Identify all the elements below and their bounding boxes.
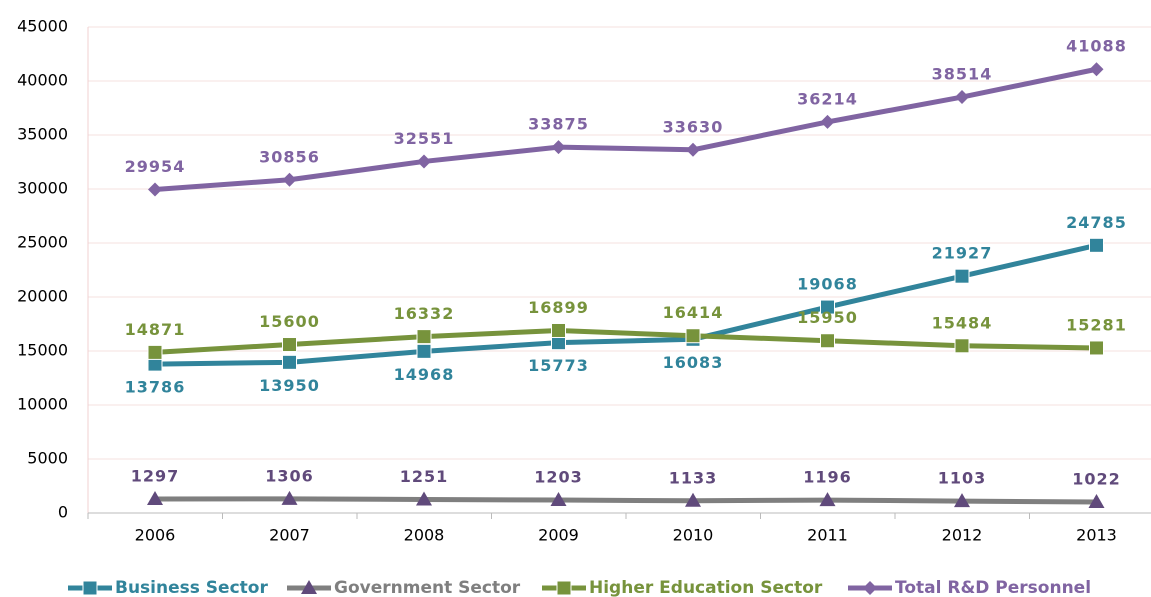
data-label: 1203 <box>534 468 583 487</box>
point-marker <box>282 172 297 187</box>
point-marker <box>1089 62 1104 77</box>
legend-marker <box>556 580 572 596</box>
legend-label: Total R&D Personnel <box>895 578 1091 597</box>
series-line <box>154 327 1097 355</box>
data-label: 16083 <box>663 353 724 372</box>
y-tick-label: 45000 <box>17 17 68 36</box>
data-label: 21927 <box>932 244 993 263</box>
legend-label: Higher Education Sector <box>589 578 823 597</box>
data-label: 32551 <box>394 129 455 148</box>
data-label: 1251 <box>400 467 449 486</box>
point-marker <box>148 182 162 197</box>
data-label: 15484 <box>932 313 993 332</box>
data-label: 13950 <box>259 376 320 395</box>
point-marker <box>954 338 970 354</box>
data-label: 16332 <box>394 304 455 323</box>
point-marker <box>819 492 836 507</box>
point-marker <box>551 140 566 155</box>
data-label: 33875 <box>528 115 589 134</box>
x-tick-label: 2012 <box>942 526 983 545</box>
data-label: 1306 <box>265 466 314 485</box>
data-label: 14968 <box>394 365 455 384</box>
x-tick-label: 2007 <box>269 526 310 545</box>
point-marker <box>954 493 970 508</box>
data-label: 19068 <box>797 275 858 294</box>
y-tick-label: 35000 <box>17 125 68 144</box>
legend-label: Business Sector <box>115 578 268 597</box>
point-marker <box>1088 493 1105 508</box>
point-marker <box>820 333 835 349</box>
series-line <box>154 66 1098 192</box>
legend-label: Government Sector <box>334 578 521 597</box>
x-tick-label: 2008 <box>404 526 445 545</box>
point-marker <box>416 329 432 345</box>
point-marker <box>282 354 297 370</box>
data-label: 38514 <box>932 65 993 84</box>
point-marker <box>954 268 970 284</box>
data-label: 14871 <box>125 320 186 339</box>
data-label: 16414 <box>663 303 724 322</box>
data-label: 36214 <box>797 89 858 108</box>
point-marker <box>417 154 431 169</box>
x-tick-label: 2010 <box>673 526 714 545</box>
series-line <box>154 242 1098 367</box>
point-marker <box>416 491 432 506</box>
y-tick-label: 40000 <box>17 71 68 90</box>
data-label: 1133 <box>669 468 718 487</box>
point-marker <box>1089 237 1104 253</box>
x-tick-label: 2009 <box>538 526 579 545</box>
point-marker <box>147 490 163 505</box>
data-label: 13786 <box>125 378 186 397</box>
point-marker <box>416 343 432 359</box>
data-label: 1022 <box>1072 469 1121 488</box>
y-tick-label: 15000 <box>17 341 68 360</box>
point-marker <box>1089 340 1104 356</box>
x-tick-label: 2013 <box>1076 526 1117 545</box>
data-label: 33630 <box>663 117 724 136</box>
data-label: 29954 <box>125 157 186 176</box>
data-label: 24785 <box>1066 213 1127 232</box>
legend-marker <box>301 580 317 594</box>
point-marker <box>955 90 969 105</box>
point-marker <box>686 142 700 157</box>
point-marker <box>551 322 566 338</box>
data-label: 30856 <box>259 147 320 166</box>
data-label: 15950 <box>797 308 858 327</box>
data-label: 15600 <box>259 312 320 331</box>
point-marker <box>820 114 835 129</box>
data-label: 15281 <box>1066 315 1127 334</box>
point-marker <box>820 299 835 315</box>
data-label: 41088 <box>1066 37 1127 56</box>
point-marker <box>282 337 297 353</box>
data-label: 1196 <box>803 468 852 487</box>
point-marker <box>147 344 163 360</box>
y-tick-label: 25000 <box>17 233 68 252</box>
data-label: 15773 <box>528 356 589 375</box>
point-marker <box>685 328 701 344</box>
series-line <box>154 496 1097 505</box>
data-label: 1103 <box>938 469 987 488</box>
y-tick-label: 30000 <box>17 179 68 198</box>
point-marker <box>281 490 298 505</box>
y-tick-label: 10000 <box>17 395 68 414</box>
y-tick-label: 20000 <box>17 287 68 306</box>
point-marker <box>685 492 701 507</box>
legend-marker <box>863 581 877 595</box>
data-label: 1297 <box>131 466 180 485</box>
y-tick-label: 0 <box>58 503 68 522</box>
legend-marker <box>82 580 98 596</box>
x-tick-label: 2011 <box>807 526 848 545</box>
point-marker <box>550 492 567 507</box>
x-tick-label: 2006 <box>135 526 176 545</box>
y-tick-label: 5000 <box>27 449 68 468</box>
data-label: 16899 <box>528 298 589 317</box>
